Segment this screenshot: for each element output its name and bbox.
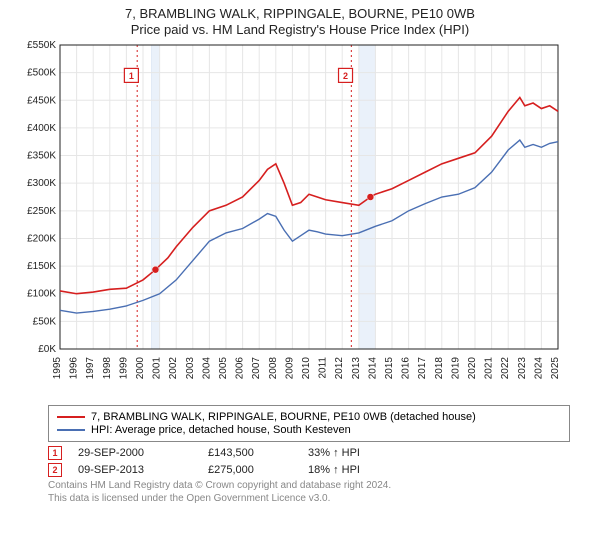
sales-row: 1 29-SEP-2000 £143,500 33% ↑ HPI xyxy=(48,446,570,460)
legend-label: HPI: Average price, detached house, Sout… xyxy=(91,424,351,436)
svg-text:2006: 2006 xyxy=(235,357,246,380)
svg-text:2017: 2017 xyxy=(417,357,428,380)
sale-price: £143,500 xyxy=(208,447,308,459)
svg-text:£550K: £550K xyxy=(27,40,56,51)
svg-text:2003: 2003 xyxy=(185,357,196,380)
chart: £0K £50K £100K £150K £200K £250K £300K £350K £40… xyxy=(12,39,572,399)
legend: 7, BRAMBLING WALK, RIPPINGALE, BOURNE, P… xyxy=(48,405,570,442)
svg-text:£100K: £100K xyxy=(27,289,56,300)
legend-item: 7, BRAMBLING WALK, RIPPINGALE, BOURNE, P… xyxy=(57,411,561,423)
sale-hpi: 33% ↑ HPI xyxy=(308,447,408,459)
svg-text:2014: 2014 xyxy=(367,357,378,380)
svg-text:2012: 2012 xyxy=(334,357,345,380)
svg-text:2011: 2011 xyxy=(318,357,329,379)
svg-text:2016: 2016 xyxy=(401,357,412,380)
svg-text:2019: 2019 xyxy=(450,357,461,380)
svg-text:2025: 2025 xyxy=(550,357,561,380)
svg-text:£450K: £450K xyxy=(27,95,56,106)
svg-text:2004: 2004 xyxy=(201,357,212,380)
svg-text:2018: 2018 xyxy=(434,357,445,380)
sales-row: 2 09-SEP-2013 £275,000 18% ↑ HPI xyxy=(48,463,570,477)
footer-line: This data is licensed under the Open Gov… xyxy=(48,493,570,506)
svg-text:2: 2 xyxy=(343,71,348,81)
svg-text:£400K: £400K xyxy=(27,123,56,134)
sale-marker-id: 1 xyxy=(52,448,57,458)
svg-text:2005: 2005 xyxy=(218,357,229,380)
title-address: 7, BRAMBLING WALK, RIPPINGALE, BOURNE, P… xyxy=(0,6,600,21)
svg-text:£150K: £150K xyxy=(27,261,56,272)
svg-text:1995: 1995 xyxy=(52,357,63,380)
sales-table: 1 29-SEP-2000 £143,500 33% ↑ HPI 2 09-SE… xyxy=(48,446,570,477)
sale-marker-id: 2 xyxy=(52,465,57,475)
svg-text:2023: 2023 xyxy=(517,357,528,380)
svg-text:2010: 2010 xyxy=(301,357,312,380)
svg-text:2009: 2009 xyxy=(284,357,295,380)
footer: Contains HM Land Registry data © Crown c… xyxy=(48,480,570,505)
sale-marker-icon: 2 xyxy=(48,463,62,477)
title-block: 7, BRAMBLING WALK, RIPPINGALE, BOURNE, P… xyxy=(0,0,600,39)
svg-text:2007: 2007 xyxy=(251,357,262,380)
chart-container: 7, BRAMBLING WALK, RIPPINGALE, BOURNE, P… xyxy=(0,0,600,505)
svg-text:1998: 1998 xyxy=(102,357,113,380)
svg-text:£350K: £350K xyxy=(27,151,56,162)
chart-svg: £0K £50K £100K £150K £200K £250K £300K £350K £40… xyxy=(12,39,572,399)
legend-swatch xyxy=(57,429,85,431)
legend-label: 7, BRAMBLING WALK, RIPPINGALE, BOURNE, P… xyxy=(91,411,476,423)
legend-swatch xyxy=(57,416,85,418)
svg-text:2020: 2020 xyxy=(467,357,478,380)
legend-item: HPI: Average price, detached house, Sout… xyxy=(57,424,561,436)
sale-marker-icon: 1 xyxy=(48,446,62,460)
svg-text:2001: 2001 xyxy=(152,357,163,380)
svg-text:2000: 2000 xyxy=(135,357,146,380)
svg-text:2008: 2008 xyxy=(268,357,279,380)
sale-price: £275,000 xyxy=(208,464,308,476)
svg-text:2002: 2002 xyxy=(168,357,179,380)
svg-text:2021: 2021 xyxy=(484,357,495,380)
svg-text:1996: 1996 xyxy=(69,357,80,380)
svg-text:£200K: £200K xyxy=(27,233,56,244)
svg-text:2013: 2013 xyxy=(351,357,362,380)
sale-date: 29-SEP-2000 xyxy=(78,447,208,459)
sale-date: 09-SEP-2013 xyxy=(78,464,208,476)
footer-line: Contains HM Land Registry data © Crown c… xyxy=(48,480,570,493)
svg-text:£300K: £300K xyxy=(27,178,56,189)
svg-text:2024: 2024 xyxy=(533,357,544,380)
svg-text:2022: 2022 xyxy=(500,357,511,380)
title-subtitle: Price paid vs. HM Land Registry's House … xyxy=(0,22,600,37)
svg-text:1: 1 xyxy=(129,71,134,81)
svg-text:2015: 2015 xyxy=(384,357,395,380)
svg-text:£250K: £250K xyxy=(27,206,56,217)
svg-text:1999: 1999 xyxy=(118,357,129,380)
svg-text:£0K: £0K xyxy=(38,344,56,355)
svg-text:£500K: £500K xyxy=(27,68,56,79)
svg-text:£50K: £50K xyxy=(33,316,57,327)
svg-text:1997: 1997 xyxy=(85,357,96,380)
sale-hpi: 18% ↑ HPI xyxy=(308,464,408,476)
